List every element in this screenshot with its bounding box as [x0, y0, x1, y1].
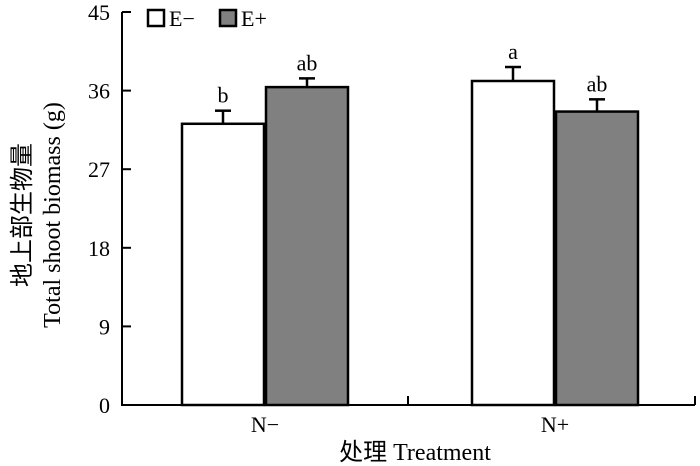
y-tick-label: 9 [99, 314, 110, 339]
y-tick-label: 27 [88, 157, 110, 182]
x-category-label: N+ [541, 412, 569, 437]
bar-e-minus [180, 122, 266, 407]
y-tick-label: 45 [88, 0, 110, 25]
x-category-label: N− [251, 412, 279, 437]
x-axis-title: 处理 Treatment [339, 439, 491, 466]
legend: E− E+ [146, 6, 267, 31]
y-tick-label: 18 [88, 236, 110, 261]
significance-letter: ab [297, 50, 318, 75]
bar-e-plus [554, 110, 640, 407]
y-tick-label: 36 [88, 79, 110, 104]
y-axis-title-chinese: 地上部生物量 [9, 143, 36, 287]
significance-letters: b a ab ab [218, 39, 608, 108]
error-bars [215, 65, 605, 124]
x-axis-ticks: N− N+ [251, 396, 696, 437]
bar-e-plus [264, 85, 350, 407]
legend-swatch-e-minus [146, 8, 166, 28]
legend-label-e-minus: E− [169, 6, 195, 31]
significance-letter: ab [587, 71, 608, 96]
significance-letter: a [508, 39, 518, 64]
bars [180, 79, 640, 407]
significance-letter: b [218, 83, 229, 108]
legend-label-e-plus: E+ [241, 6, 267, 31]
y-axis-title-english: Total shoot biomass (g) [40, 102, 66, 328]
legend-swatch-e-plus [218, 8, 238, 28]
y-axis-ticks: 0 9 18 27 36 45 [88, 0, 131, 418]
bar-e-minus [470, 79, 556, 407]
y-tick-label: 0 [99, 393, 110, 418]
